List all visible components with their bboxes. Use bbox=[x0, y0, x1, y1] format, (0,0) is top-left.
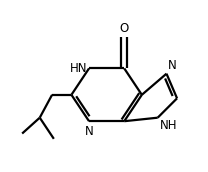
Text: HN: HN bbox=[70, 62, 87, 75]
Text: N: N bbox=[85, 125, 93, 138]
Text: NH: NH bbox=[160, 119, 177, 132]
Text: O: O bbox=[120, 22, 129, 35]
Text: N: N bbox=[168, 59, 177, 72]
